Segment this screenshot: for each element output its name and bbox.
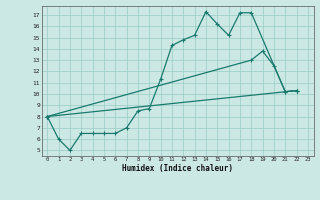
X-axis label: Humidex (Indice chaleur): Humidex (Indice chaleur) [122, 164, 233, 173]
